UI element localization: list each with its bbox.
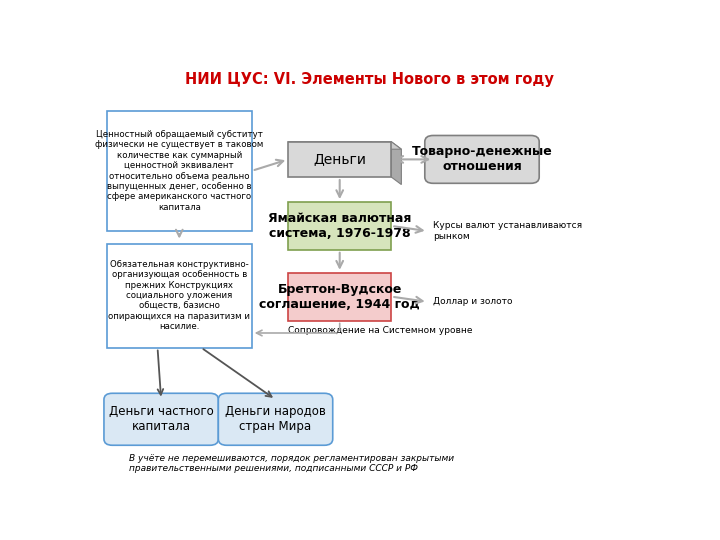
Text: НИИ ЦУС: VI. Элементы Нового в этом году: НИИ ЦУС: VI. Элементы Нового в этом году: [184, 72, 554, 87]
FancyBboxPatch shape: [288, 202, 392, 250]
Text: Деньги: Деньги: [313, 152, 366, 166]
FancyBboxPatch shape: [288, 141, 392, 177]
Text: Деньги частного
капитала: Деньги частного капитала: [109, 405, 214, 433]
FancyBboxPatch shape: [107, 244, 252, 348]
Text: Ценностный обращаемый субститут
физически не существует в таковом
количестве как: Ценностный обращаемый субститут физическ…: [95, 130, 264, 212]
Text: В учёте не перемешиваются, порядок регламентирован закрытыми
правительственными : В учёте не перемешиваются, порядок регла…: [129, 454, 454, 473]
FancyBboxPatch shape: [218, 393, 333, 446]
Text: Деньги народов
стран Мира: Деньги народов стран Мира: [225, 405, 326, 433]
Text: Бреттон-Вудское
соглашение, 1944 год: Бреттон-Вудское соглашение, 1944 год: [259, 282, 420, 310]
FancyBboxPatch shape: [104, 393, 218, 446]
Text: Ямайская валютная
система, 1976-1978: Ямайская валютная система, 1976-1978: [268, 212, 411, 240]
FancyBboxPatch shape: [107, 111, 252, 231]
Text: Товарно-денежные
отношения: Товарно-денежные отношения: [412, 145, 552, 173]
Text: Обязательная конструктивно-
организующая особенность в
прежних Конструкциях
соци: Обязательная конструктивно- организующая…: [108, 260, 251, 331]
Text: Сопровождение на Системном уровне: Сопровождение на Системном уровне: [288, 326, 472, 335]
Polygon shape: [288, 141, 401, 149]
FancyBboxPatch shape: [425, 136, 539, 183]
Polygon shape: [392, 141, 401, 185]
Text: Курсы валют устанавливаются
рынком: Курсы валют устанавливаются рынком: [433, 221, 582, 241]
Text: Доллар и золото: Доллар и золото: [433, 298, 513, 306]
FancyBboxPatch shape: [288, 273, 392, 321]
